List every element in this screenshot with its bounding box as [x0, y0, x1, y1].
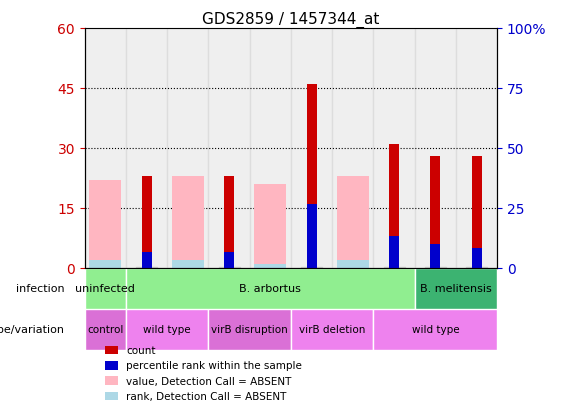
Bar — [142, 176, 151, 268]
Bar — [224, 176, 234, 268]
Bar — [172, 176, 204, 268]
Bar — [89, 260, 121, 268]
Bar — [89, 180, 121, 268]
Bar — [389, 145, 399, 268]
Title: GDS2859 / 1457344_at: GDS2859 / 1457344_at — [202, 12, 380, 28]
Text: control: control — [87, 325, 124, 335]
Bar — [373, 29, 415, 268]
Bar — [337, 176, 369, 268]
Bar — [224, 252, 234, 268]
Bar — [307, 204, 316, 268]
Text: B. arbortus: B. arbortus — [240, 284, 301, 294]
Bar — [105, 361, 118, 370]
Text: genotype/variation: genotype/variation — [0, 325, 64, 335]
FancyBboxPatch shape — [373, 309, 497, 350]
Bar — [431, 157, 440, 268]
Bar — [105, 346, 118, 354]
Text: virB disruption: virB disruption — [211, 325, 288, 335]
Bar — [167, 29, 208, 268]
Text: rank, Detection Call = ABSENT: rank, Detection Call = ABSENT — [126, 391, 286, 401]
Bar — [85, 29, 126, 268]
Bar — [472, 157, 481, 268]
Bar — [142, 252, 151, 268]
Text: percentile rank within the sample: percentile rank within the sample — [126, 361, 302, 370]
Text: uninfected: uninfected — [76, 284, 135, 294]
Bar — [431, 244, 440, 268]
FancyBboxPatch shape — [126, 309, 208, 350]
Bar — [337, 260, 369, 268]
Bar — [415, 29, 456, 268]
Text: wild type: wild type — [144, 325, 191, 335]
Bar — [472, 248, 481, 268]
Text: virB deletion: virB deletion — [299, 325, 366, 335]
FancyBboxPatch shape — [126, 268, 415, 309]
Bar — [254, 184, 286, 268]
Bar — [105, 392, 118, 400]
Text: wild type: wild type — [411, 325, 459, 335]
Bar — [291, 29, 332, 268]
Bar — [332, 29, 373, 268]
FancyBboxPatch shape — [85, 309, 126, 350]
FancyBboxPatch shape — [415, 268, 497, 309]
Text: infection: infection — [15, 284, 64, 294]
Bar — [126, 29, 167, 268]
Text: value, Detection Call = ABSENT: value, Detection Call = ABSENT — [126, 376, 292, 386]
Bar — [254, 264, 286, 268]
Bar — [389, 236, 399, 268]
FancyBboxPatch shape — [208, 309, 291, 350]
Text: B. melitensis: B. melitensis — [420, 284, 492, 294]
Text: count: count — [126, 345, 155, 355]
Bar — [250, 29, 291, 268]
FancyBboxPatch shape — [291, 309, 373, 350]
Bar — [456, 29, 497, 268]
Bar — [307, 85, 316, 268]
FancyBboxPatch shape — [85, 268, 126, 309]
Bar — [208, 29, 250, 268]
Bar — [105, 376, 118, 385]
Bar — [172, 260, 204, 268]
